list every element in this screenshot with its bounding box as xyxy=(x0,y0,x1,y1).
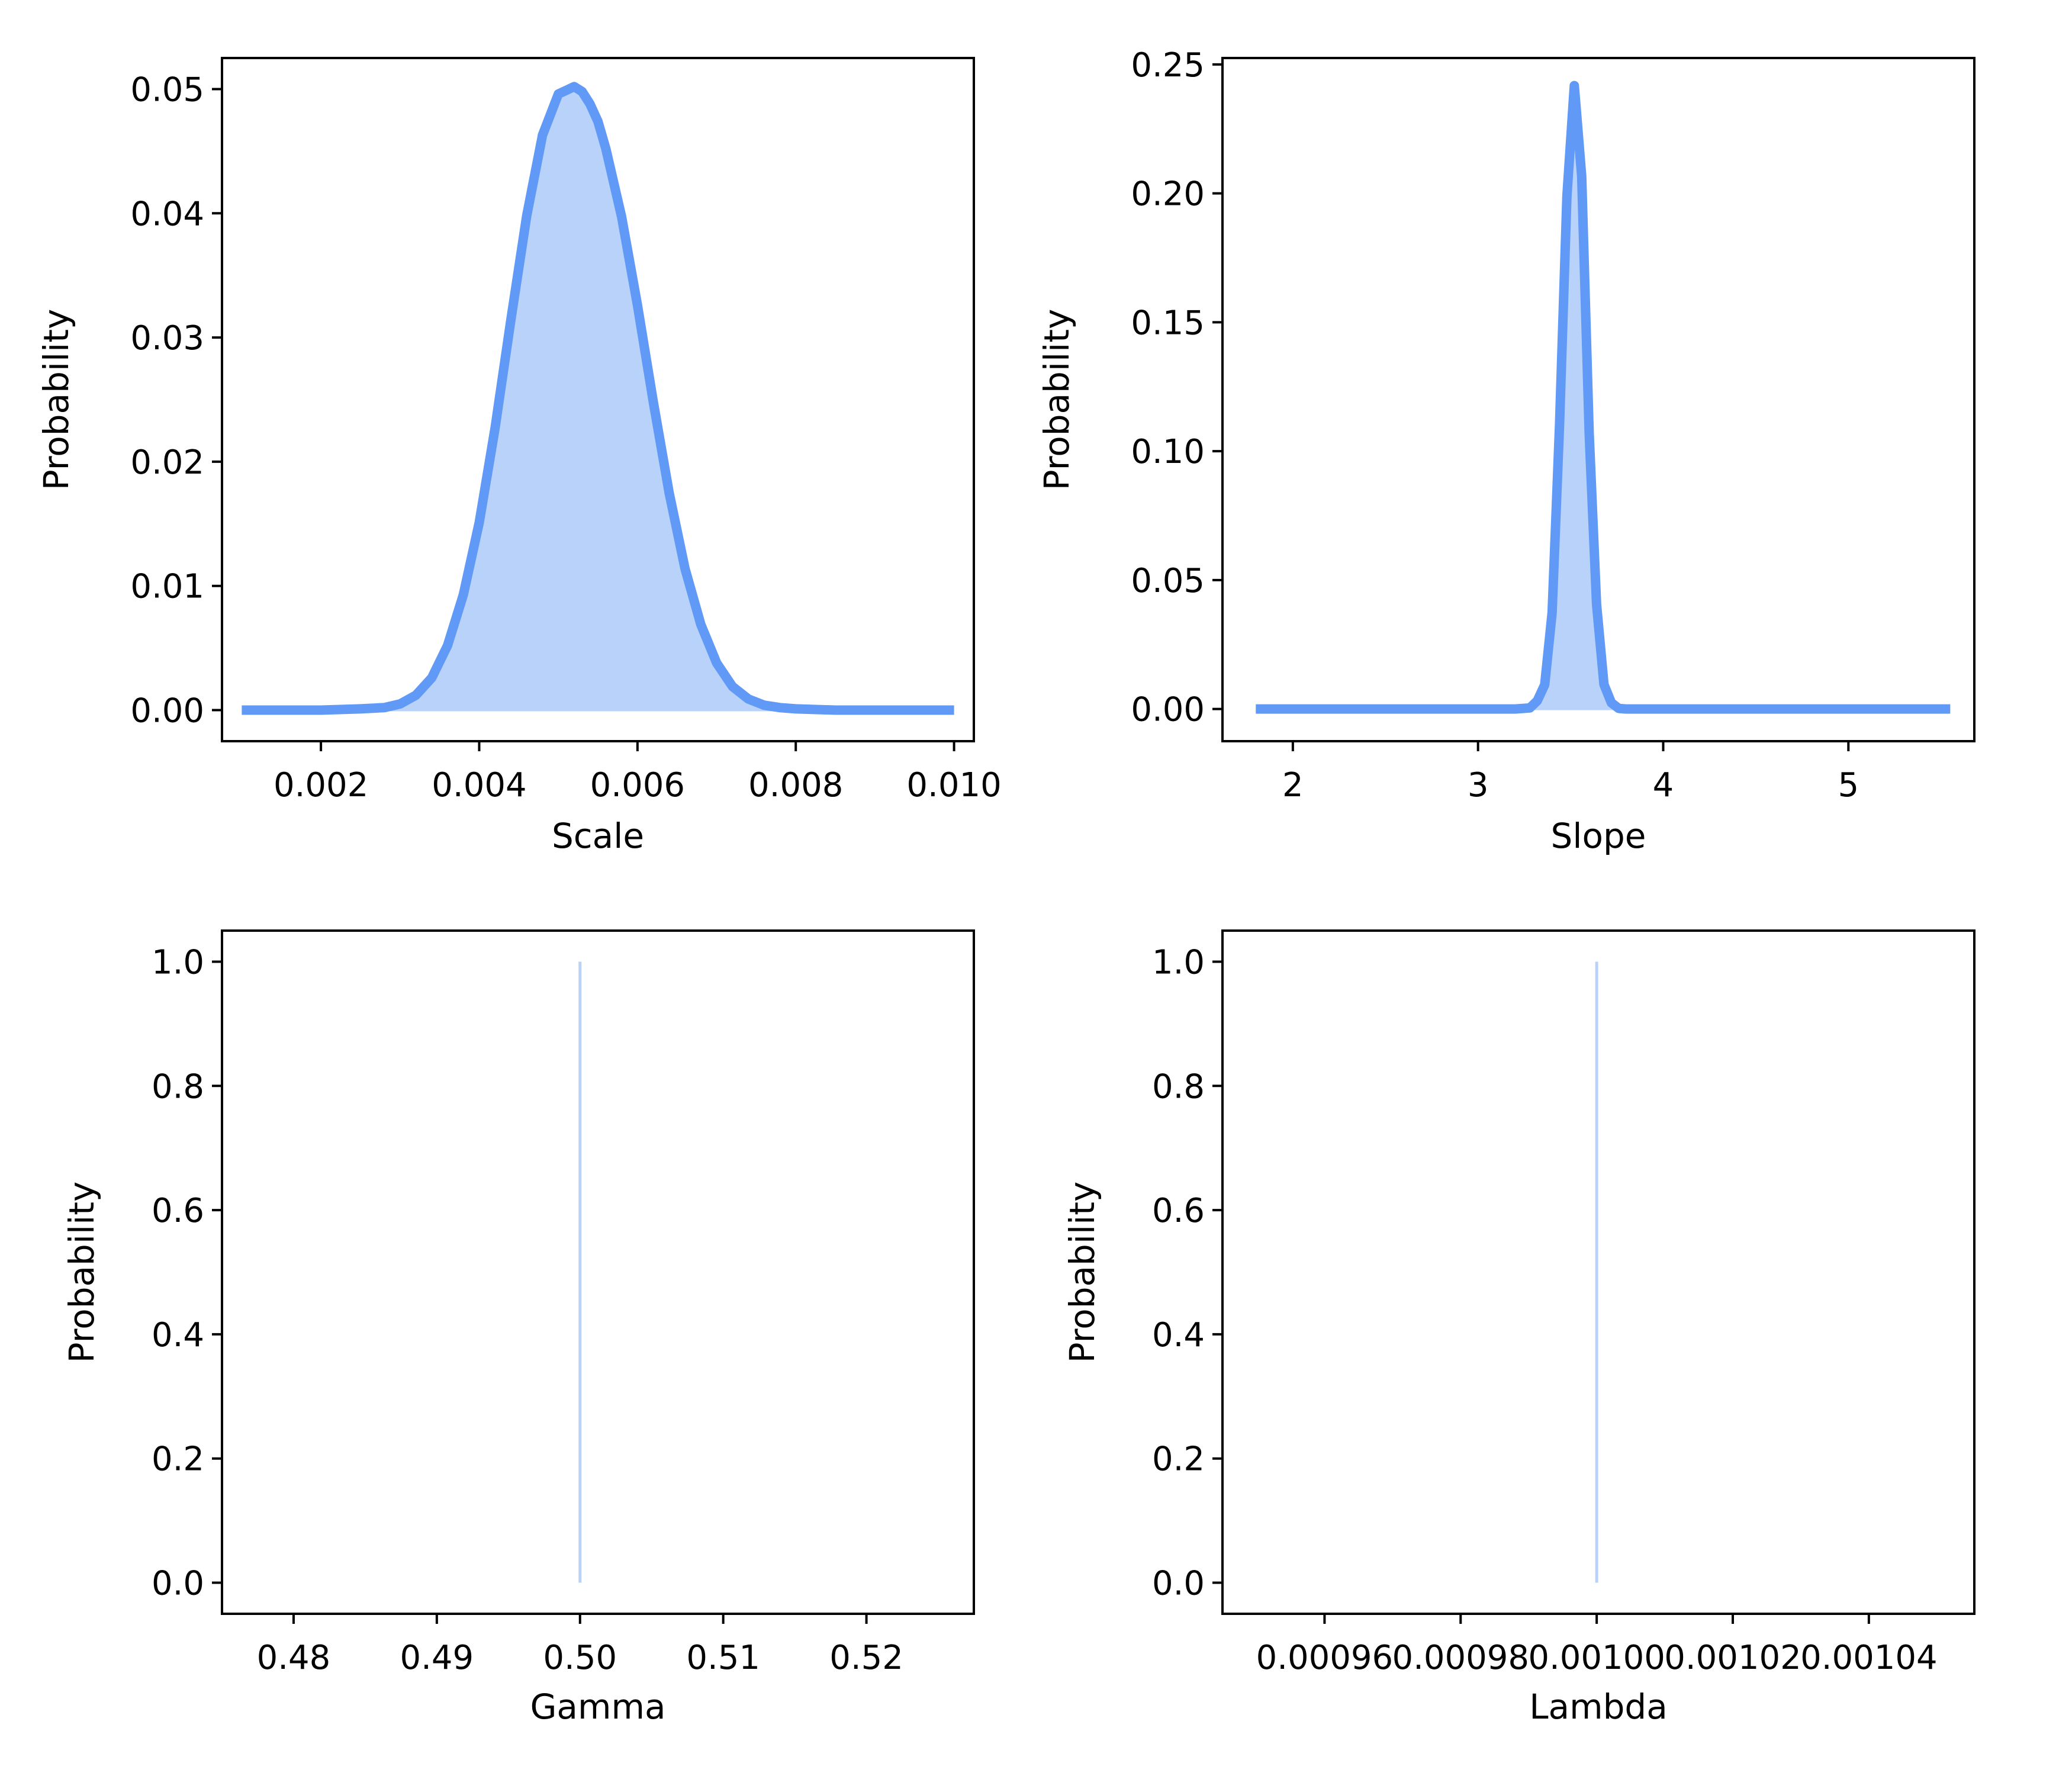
y-tick-label: 0.4 xyxy=(1152,1316,1205,1354)
x-tick-label: 0.49 xyxy=(400,1639,474,1677)
y-tick-label: 0.01 xyxy=(130,568,204,606)
x-axis-label: Lambda xyxy=(1529,1687,1668,1727)
y-tick-label: 0.00 xyxy=(130,692,204,731)
x-tick-label: 0.006 xyxy=(590,766,685,805)
y-tick-label: 0.05 xyxy=(1131,562,1205,600)
y-tick-label: 0.25 xyxy=(1131,46,1205,85)
y-tick-label: 0.6 xyxy=(152,1192,204,1230)
x-tick-label: 0.00096 xyxy=(1256,1639,1394,1677)
y-axis-label: Probability xyxy=(62,1182,102,1363)
x-tick-label: 4 xyxy=(1653,766,1674,805)
axes-frame xyxy=(1221,57,1976,742)
x-tick-label: 0.50 xyxy=(543,1639,617,1677)
axes-frame xyxy=(221,929,975,1615)
distribution-area xyxy=(242,86,954,710)
x-tick-label: 0.00102 xyxy=(1664,1639,1801,1677)
x-axis-label: Slope xyxy=(1551,816,1646,856)
axes-frame xyxy=(221,57,975,742)
y-tick-label: 0.6 xyxy=(1152,1192,1205,1230)
x-axis-label: Scale xyxy=(552,816,644,856)
y-tick-label: 0.8 xyxy=(1152,1067,1205,1106)
x-tick-label: 5 xyxy=(1838,766,1859,805)
y-tick-label: 0.03 xyxy=(130,319,204,358)
y-tick-label: 0.8 xyxy=(152,1067,204,1106)
x-tick-label: 0.008 xyxy=(748,766,843,805)
y-axis-label: Probability xyxy=(1062,1182,1102,1363)
x-tick-label: 0.00098 xyxy=(1392,1639,1529,1677)
y-axis-label: Probability xyxy=(1037,309,1077,491)
x-tick-label: 0.00104 xyxy=(1800,1639,1938,1677)
y-tick-label: 0.05 xyxy=(130,70,204,109)
y-tick-label: 0.15 xyxy=(1131,304,1205,342)
y-tick-label: 0.02 xyxy=(130,443,204,482)
x-tick-label: 0.010 xyxy=(906,766,1001,805)
distribution-line xyxy=(1256,81,1951,714)
y-axis-label: Probability xyxy=(36,309,76,491)
y-tick-label: 0.4 xyxy=(152,1316,204,1354)
chart-panel: 0.48 0.49 0.50 0.51 0.52 0.0 0.2 0.4 0.6 0.8 1.0 Ga… xyxy=(62,929,975,1727)
x-tick-label: 3 xyxy=(1468,766,1489,805)
y-tick-label: 0.0 xyxy=(152,1565,204,1603)
x-tick-label: 0.51 xyxy=(686,1639,760,1677)
axes-frame xyxy=(1221,929,1976,1615)
y-tick-label: 1.0 xyxy=(152,943,204,982)
y-tick-label: 0.04 xyxy=(130,195,204,233)
x-tick-label: 0.48 xyxy=(257,1639,331,1677)
y-tick-label: 0.2 xyxy=(1152,1440,1205,1479)
x-axis-label: Gamma xyxy=(530,1687,665,1727)
x-tick-label: 2 xyxy=(1282,766,1304,805)
y-tick-label: 0.10 xyxy=(1131,433,1205,471)
y-tick-label: 0.0 xyxy=(1152,1565,1205,1603)
chart-panel: 2 3 4 5 0.00 0.05 0.10 0.15 0.20 0.25 Slope Probabi… xyxy=(1037,46,1976,856)
distribution-line xyxy=(242,82,954,715)
x-tick-label: 0.52 xyxy=(829,1639,903,1677)
x-tick-label: 0.004 xyxy=(432,766,526,805)
chart-panel: 0.002 0.004 0.006 0.008 0.010 0.00 0.01 0.02 0.0… xyxy=(36,57,1002,856)
x-tick-label: 0.002 xyxy=(274,766,368,805)
y-tick-label: 0.20 xyxy=(1131,175,1205,214)
y-tick-label: 0.00 xyxy=(1131,691,1205,729)
y-tick-label: 0.2 xyxy=(152,1440,204,1479)
x-tick-label: 0.00100 xyxy=(1528,1639,1665,1677)
y-tick-label: 1.0 xyxy=(1152,943,1205,982)
